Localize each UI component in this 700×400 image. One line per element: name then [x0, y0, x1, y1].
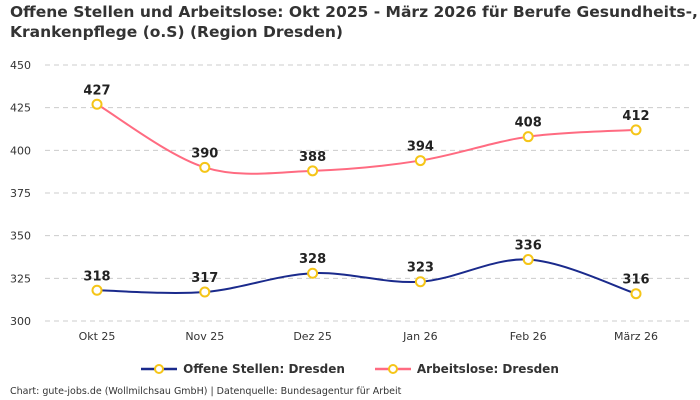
data-point	[199, 161, 211, 173]
y-tick-label: 325	[10, 272, 31, 285]
data-label: 316	[622, 273, 649, 288]
data-point	[414, 276, 426, 288]
legend-label: Arbeitslose: Dresden	[416, 362, 559, 376]
data-point	[414, 155, 426, 167]
legend-marker-icon	[374, 364, 411, 374]
x-tick-label: Nov 25	[185, 330, 224, 343]
data-point	[307, 165, 319, 177]
y-tick-label: 350	[10, 230, 31, 243]
y-tick-label: 375	[10, 187, 31, 200]
data-label: 318	[83, 269, 110, 284]
series-line	[96, 103, 637, 175]
legend-item[interactable]: Offene Stellen: Dresden	[141, 362, 345, 376]
data-point	[91, 98, 103, 110]
data-label: 388	[299, 150, 326, 165]
x-tick-label: März 26	[614, 330, 658, 343]
x-tick-label: Jan 26	[402, 330, 437, 343]
y-tick-label: 425	[10, 102, 31, 115]
data-point	[307, 267, 319, 279]
y-tick-label: 400	[10, 144, 31, 157]
data-label: 408	[515, 116, 542, 131]
y-tick-label: 300	[10, 315, 31, 328]
legend-label: Offene Stellen: Dresden	[183, 362, 345, 376]
x-tick-label: Okt 25	[79, 330, 116, 343]
data-point	[630, 124, 642, 136]
data-label: 412	[622, 109, 649, 124]
data-point	[630, 288, 642, 300]
data-label: 336	[515, 239, 542, 254]
x-tick-label: Dez 25	[293, 330, 332, 343]
y-tick-label: 450	[10, 59, 31, 72]
data-point	[522, 254, 534, 266]
line-chart: 300 325 350 375 400 425 450 Okt 25 Nov 25 Dez 25 J…	[10, 59, 690, 343]
legend: Offene Stellen: Dresden Arbeitslose: Dres…	[0, 362, 700, 376]
data-point	[199, 286, 211, 298]
data-label: 323	[407, 261, 434, 276]
chart-credit: Chart: gute-jobs.de (Wollmilchsau GmbH) …	[10, 386, 402, 397]
x-tick-label: Feb 26	[510, 330, 547, 343]
chart-title: Offene Stellen und Arbeitslose: Okt 2025…	[10, 3, 698, 41]
data-point	[522, 131, 534, 143]
data-point	[91, 284, 103, 296]
legend-marker-icon	[141, 364, 178, 374]
data-label: 394	[407, 140, 434, 155]
data-label: 328	[299, 252, 326, 267]
data-label: 390	[191, 146, 218, 161]
data-label: 317	[191, 271, 218, 286]
series-line	[96, 258, 637, 295]
legend-item[interactable]: Arbeitslose: Dresden	[374, 362, 559, 376]
data-label: 427	[83, 83, 110, 98]
